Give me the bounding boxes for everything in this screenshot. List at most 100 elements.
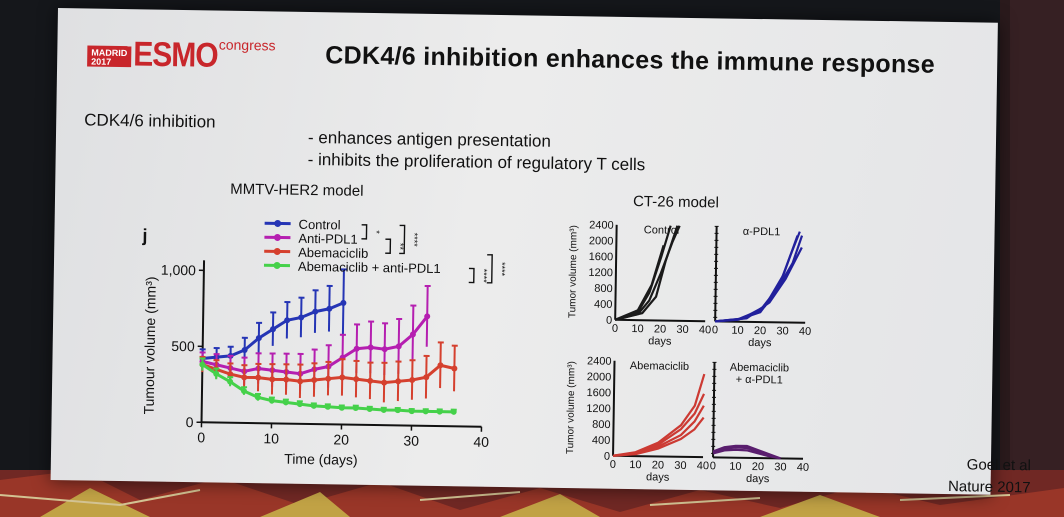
significance-bracket: [361, 224, 368, 240]
data-point: [380, 406, 387, 413]
subplot-x-axis: [613, 454, 704, 459]
citation-journal: Nature 2017: [947, 478, 1031, 497]
subplot-x-tick-label: 20: [654, 323, 666, 335]
significance-stars: ****: [497, 262, 507, 277]
subplot-x-tick-label: 20: [652, 459, 664, 471]
subplot-y-tick-label: 1200: [588, 267, 613, 279]
significance-stars: *: [371, 230, 381, 234]
data-point: [324, 403, 331, 410]
data-point: [227, 378, 234, 385]
subplot-title: Abemaciclib: [730, 362, 789, 375]
subplot-y-axis: [712, 362, 716, 458]
subplot-x-axis-label: days: [748, 337, 772, 349]
data-point: [298, 314, 305, 321]
data-point: [409, 331, 416, 338]
data-point: [423, 374, 430, 381]
data-point: [255, 374, 262, 381]
x-tick-label: 0: [197, 429, 205, 445]
significance-stars: ****: [479, 269, 489, 284]
bullet-item: - inhibits the proliferation of regulato…: [307, 149, 646, 175]
subplot-title: α-PDL1: [743, 226, 781, 239]
slide-title: CDK4/6 inhibition enhances the immune re…: [325, 41, 936, 79]
data-point: [338, 404, 345, 411]
x-tick-label: 30: [403, 432, 419, 448]
legend-label: Anti-PDL1: [298, 231, 357, 247]
subplot-y-axis-label: Tumor volume (mm³): [567, 225, 579, 318]
significance-bracket: [486, 254, 493, 284]
data-point: [283, 376, 290, 383]
subplot-x-tick-label: 20: [752, 461, 764, 473]
subplot-x-tick-label: 30: [774, 461, 786, 473]
data-point: [269, 376, 276, 383]
subplot-x-tick-label: 10: [729, 461, 741, 473]
bullet-list: - enhances antigen presentation - inhibi…: [307, 127, 646, 176]
y-tick-label: 500: [171, 338, 195, 354]
subplot-x-tick-label: 0: [712, 324, 718, 336]
subplot-y-tick-label: 800: [594, 283, 613, 295]
subplot-y-axis: [614, 224, 618, 320]
tumor-growth-line: [614, 245, 665, 321]
subplot-y-tick-label: 2400: [587, 355, 612, 367]
subplot-y-tick-label: 2000: [587, 371, 612, 383]
subplot-x-tick-label: 10: [731, 325, 743, 337]
subplot-x-tick-label: 40: [799, 326, 811, 338]
logo-suffix: congress: [218, 36, 276, 54]
data-point: [310, 402, 317, 409]
tumor-growth-line: [715, 246, 803, 323]
subplot: 0 10 20 30 40 days α-PDL1: [712, 226, 811, 349]
data-point: [353, 376, 360, 383]
citation-author: Goel et al: [966, 456, 1032, 475]
subplot-y-axis: [714, 226, 718, 322]
subplot-x-tick-label: 10: [629, 459, 641, 471]
data-point: [311, 376, 318, 383]
panel-label: j: [141, 225, 147, 245]
data-point: [381, 346, 388, 353]
ct26-small-multiples: 0 10 20 30 40days04008001200160020002400Tumo…: [565, 219, 811, 485]
data-point: [424, 313, 431, 320]
subplot-y-tick-label: 400: [592, 435, 611, 447]
tumor-growth-line: [712, 448, 781, 460]
legend-marker: [274, 219, 282, 227]
data-point: [409, 377, 416, 384]
data-point: [422, 408, 429, 415]
subplot-y-tick-label: 0: [604, 451, 610, 463]
subplot-y-tick-label: 1200: [586, 403, 611, 415]
subplot: 0 10 20 30 40 days 0 400 800 1200 1600 2000 2400 Tumo…: [567, 219, 711, 347]
data-point: [199, 361, 206, 368]
data-point: [213, 370, 220, 377]
subplot-x-tick-label: 40: [699, 324, 711, 336]
esmo-logo: MADRID 2017 ESMO congress: [87, 36, 276, 75]
y-axis: [200, 260, 206, 423]
subplot-x-tick-label: 0: [610, 459, 616, 471]
tumor-growth-line: [712, 446, 781, 460]
slide-lead: CDK4/6 inhibition: [84, 110, 216, 132]
data-point: [436, 408, 443, 415]
data-point: [437, 362, 444, 369]
data-point: [241, 374, 248, 381]
data-point: [366, 405, 373, 412]
subplot-x-tick-label: 30: [776, 325, 788, 337]
tumour-volume-chart: j 0 10 20 30 40 0 500 1,000 Time (days) Tumour vol…: [141, 217, 507, 468]
legend-label: Control: [299, 217, 341, 233]
data-point: [296, 401, 303, 408]
logo-year: 2017: [91, 56, 112, 67]
data-point: [394, 407, 401, 414]
subplot-y-axis-label: Tumor volume (mm³): [565, 361, 577, 454]
subplot-x-axis: [715, 320, 806, 324]
data-point: [381, 379, 388, 386]
data-point: [254, 394, 261, 401]
subplot-y-tick-label: 1600: [586, 387, 611, 399]
subplot-x-tick-label: 30: [674, 460, 686, 472]
data-point: [339, 374, 346, 381]
significance-stars: ****: [409, 233, 419, 248]
y-axis-label: Tumour volume (mm³): [141, 276, 159, 414]
subplot-y-tick-label: 2000: [589, 235, 614, 247]
data-point: [367, 344, 374, 351]
x-axis-label: Time (days): [284, 451, 358, 468]
data-point: [451, 365, 458, 372]
subplot-x-tick-label: 40: [697, 460, 709, 472]
data-point: [408, 408, 415, 415]
presentation-slide: MADRID 2017 ESMO congress CDK4/6 inhibit…: [50, 8, 1031, 496]
subplot-title: + α-PDL1: [736, 374, 783, 387]
subplot-y-tick-label: 2400: [589, 219, 614, 231]
